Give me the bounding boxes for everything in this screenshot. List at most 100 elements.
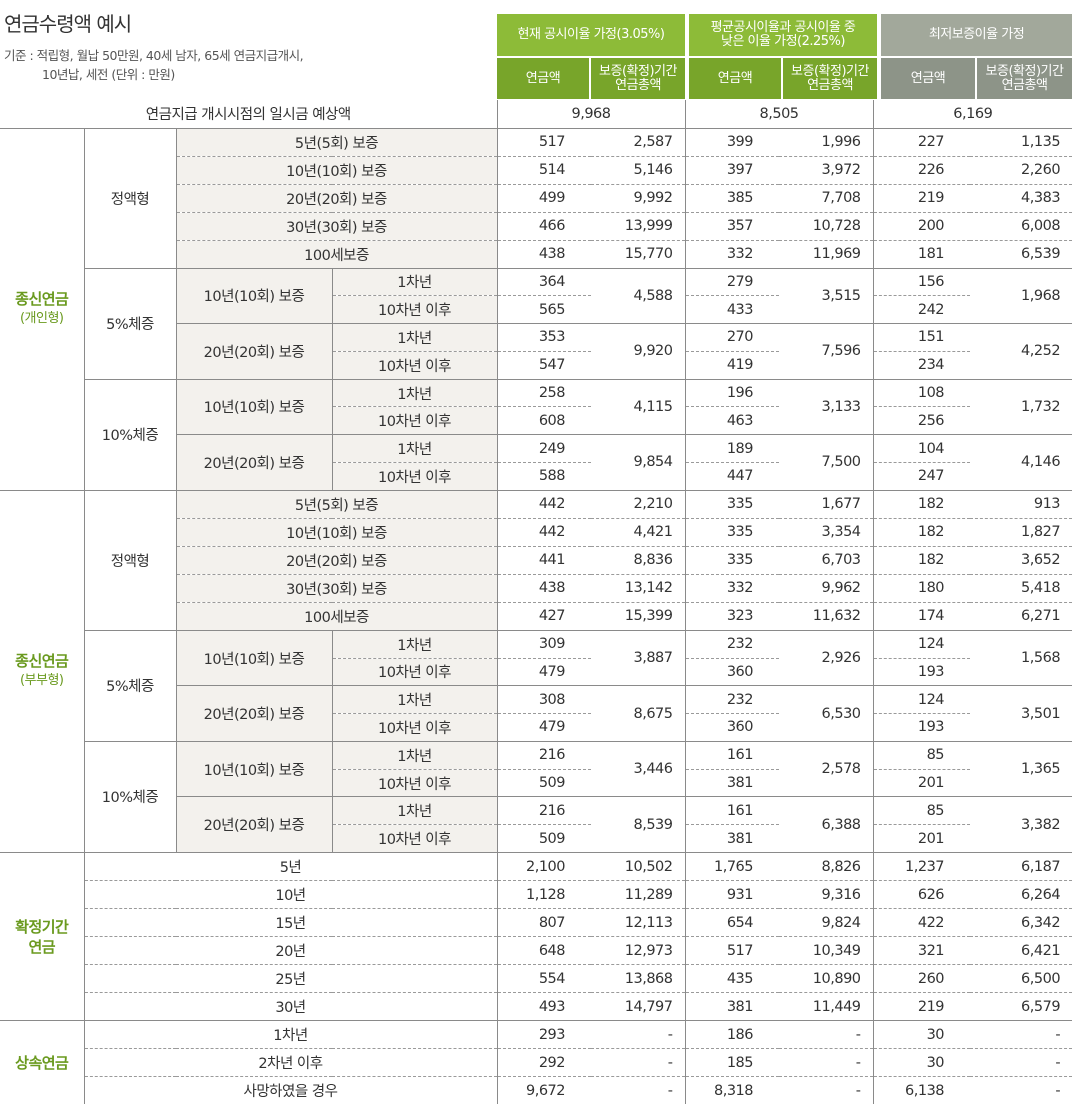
annual-amount: 232 [685, 685, 780, 715]
header-scenario-minimum: 최저보증이율 가정 [881, 14, 1072, 56]
header-scenario-current: 현재 공시이율 가정(3.05%) [497, 14, 685, 56]
total-amount: - [970, 1048, 1072, 1077]
annual-amount: 588 [497, 462, 591, 491]
section-label: 상속연금 [15, 1053, 69, 1072]
annual-amount: 201 [873, 769, 971, 798]
annual-amount: 161 [685, 796, 780, 826]
total-amount: 10,502 [591, 852, 686, 881]
annual-amount: 30 [873, 1020, 971, 1049]
annual-amount: 182 [873, 490, 971, 519]
total-amount: 1,365 [970, 741, 1072, 798]
page-title: 연금수령액 예시 [4, 12, 132, 36]
total-amount: 6,187 [970, 852, 1072, 881]
guarantee-label: 20년(20회) 보증 [176, 323, 333, 380]
total-amount: 2,260 [970, 156, 1072, 185]
total-amount: 7,596 [779, 323, 874, 380]
total-amount: 2,926 [779, 630, 874, 687]
annual-amount: 514 [497, 156, 591, 185]
year-label: 1차년 [332, 685, 498, 715]
header-total-3: 보증(확정)기간 연금총액 [977, 58, 1072, 99]
total-amount: 3,501 [970, 685, 1072, 742]
lump-sum-label: 연금지급 개시시점의 일시금 예상액 [0, 100, 498, 129]
annual-amount: 509 [497, 824, 591, 853]
annual-amount: 151 [873, 323, 971, 352]
annual-amount: 85 [873, 741, 971, 770]
fixed-term-label: 20년 [84, 936, 498, 965]
section-label: 종신연금 [15, 290, 69, 309]
total-amount: 3,887 [591, 630, 686, 687]
annual-amount: 232 [685, 630, 780, 659]
year-label: 10차년 이후 [332, 658, 498, 687]
year-label: 1차년 [332, 379, 498, 408]
lump-sum-value: 6,169 [873, 100, 1072, 129]
annual-amount: 174 [873, 602, 971, 631]
section-sublabel: (부부형) [19, 673, 64, 689]
annual-amount: 565 [497, 295, 591, 325]
section-label-2: 연금 [28, 937, 56, 956]
annual-amount: 332 [685, 240, 780, 269]
total-amount: - [779, 1020, 874, 1049]
table-row: 종신연금 (개인형) 정액형 5년(5회) 보증 517 2,587 399 1,996 227… [0, 128, 1072, 491]
total-amount: 5,418 [970, 574, 1072, 603]
annual-amount: 104 [873, 434, 971, 463]
total-amount: 8,826 [779, 852, 874, 881]
guarantee-label: 100세보증 [176, 240, 498, 269]
total-amount: 9,824 [779, 908, 874, 937]
total-amount: 15,399 [591, 602, 686, 631]
table-row: 20년 648 12,973 517 10,349 321 6,421 [0, 936, 1072, 965]
guarantee-label: 20년(20회) 보증 [176, 796, 333, 853]
header-annual-2: 연금액 [689, 58, 781, 99]
total-amount: 13,142 [591, 574, 686, 603]
fixed-term-label: 25년 [84, 964, 498, 993]
guarantee-label: 20년(20회) 보증 [176, 434, 333, 491]
annual-amount: 807 [497, 908, 591, 937]
table-row: 종신연금 (부부형) 정액형 5년(5회) 보증 442 2,210 335 1,677 182… [0, 490, 1072, 854]
annual-amount: 360 [685, 713, 780, 742]
total-amount: 9,992 [591, 184, 686, 213]
total-amount: - [1055, 1082, 1061, 1099]
total-amount: 6,703 [779, 546, 874, 575]
annual-amount: 186 [685, 1020, 780, 1049]
header-total-1: 보증(확정)기간 연금총액 [591, 58, 685, 99]
annual-amount: 353 [497, 323, 591, 352]
total-amount: 4,146 [970, 434, 1072, 491]
total-amount: 4,421 [591, 518, 686, 547]
total-amount: 8,675 [591, 685, 686, 742]
total-amount: 11,969 [779, 240, 874, 269]
guarantee-label: 5년(5회) 보증 [176, 128, 498, 157]
table-row: 20년(20회) 보증 1차년 308 8,675 232 6,530 124 3,501 [0, 685, 1072, 742]
inherit-label: 1차년 [84, 1020, 498, 1049]
total-amount: 11,632 [779, 602, 874, 631]
table-row: 10차년 이후 509 381 201 [0, 824, 1072, 853]
table-row: 30년 493 14,797 381 11,449 219 6,579 [0, 992, 1072, 1021]
annual-amount: 397 [685, 156, 780, 185]
annual-amount: 216 [497, 796, 591, 826]
year-label: 1차년 [332, 741, 498, 770]
annual-amount: 479 [497, 713, 591, 742]
annual-amount: 216 [497, 741, 591, 770]
table-row: 100세보증 427 15,399 323 11,632 174 6,271 [0, 602, 1072, 631]
annual-amount: 292 [497, 1048, 591, 1077]
annual-amount: 427 [497, 602, 591, 631]
annual-amount: 108 [873, 379, 971, 408]
annual-amount: 648 [497, 936, 591, 965]
total-amount: 2,587 [591, 128, 686, 157]
annual-amount: 247 [873, 462, 971, 491]
guarantee-label: 20년(20회) 보증 [176, 685, 333, 742]
total-amount: 3,515 [779, 268, 874, 325]
total-amount: 10,728 [779, 212, 874, 241]
guarantee-label: 10년(10회) 보증 [176, 156, 498, 185]
inherit-label: 사망하였을 경우 [84, 1076, 498, 1104]
fixed-term-label: 10년 [84, 880, 498, 909]
annual-amount: 227 [873, 128, 971, 157]
total-amount: 6,500 [970, 964, 1072, 993]
annual-amount: 196 [685, 379, 780, 408]
section-couple: 종신연금 (부부형) [0, 490, 85, 854]
annual-amount: 156 [873, 268, 971, 297]
total-amount: 6,008 [970, 212, 1072, 241]
annual-amount: 1,237 [873, 852, 971, 881]
total-amount: 12,113 [591, 908, 686, 937]
annual-amount: 399 [685, 128, 780, 157]
guarantee-label: 10년(10회) 보증 [176, 741, 333, 798]
annual-amount: 381 [685, 769, 780, 798]
